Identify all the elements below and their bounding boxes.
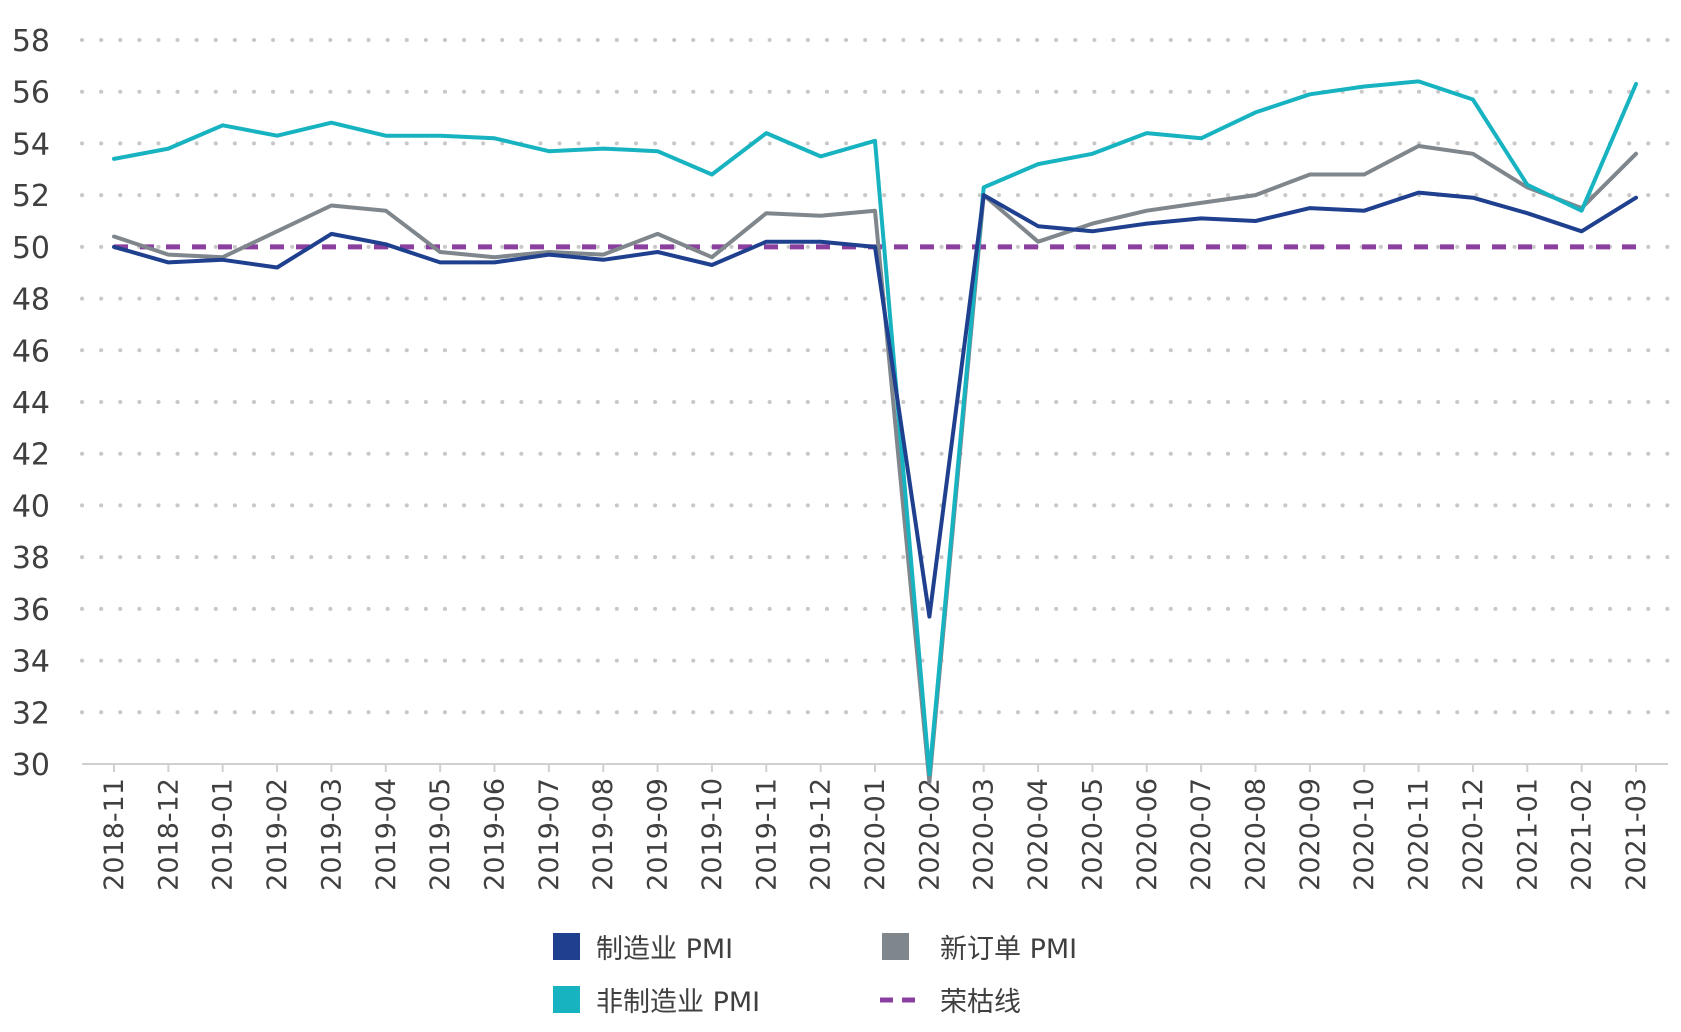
x-tick-label: 2020-03 — [969, 778, 1000, 891]
x-tick-label: 2020-05 — [1077, 778, 1108, 891]
series-line-1[interactable] — [112, 144, 1638, 785]
x-tick-label: 2021-01 — [1512, 778, 1543, 891]
y-tick-label: 32 — [12, 696, 50, 731]
x-tick-label: 2020-02 — [914, 778, 945, 891]
legend-label-new-orders: 新订单 PMI — [940, 934, 1077, 965]
x-tick-label: 2019-10 — [697, 778, 728, 891]
x-tick-label: 2020-12 — [1458, 778, 1489, 891]
legend-swatch-non-manufacturing — [553, 986, 580, 1013]
y-tick-label: 34 — [12, 645, 50, 680]
y-tick-label: 46 — [12, 334, 50, 369]
x-tick-label: 2019-07 — [534, 778, 565, 891]
x-tick-label: 2019-02 — [262, 778, 293, 891]
x-tick-label: 2020-07 — [1186, 778, 1217, 891]
x-tick-label: 2019-12 — [806, 778, 837, 891]
x-tick-label: 2019-05 — [425, 778, 456, 891]
y-tick-label: 40 — [12, 489, 50, 524]
x-tick-label: 2020-06 — [1132, 778, 1163, 891]
y-tick-label: 48 — [12, 283, 50, 318]
y-tick-label: 50 — [12, 231, 50, 266]
x-tick-label: 2019-01 — [208, 778, 239, 891]
legend-item-non-manufacturing[interactable]: 非制造业 PMI — [553, 986, 760, 1018]
x-tick-label: 2020-04 — [1023, 778, 1054, 891]
x-tick-label: 2021-02 — [1567, 778, 1598, 891]
y-tick-label: 44 — [12, 386, 50, 421]
x-tick-label: 2020-11 — [1404, 778, 1435, 891]
series-line-0[interactable] — [112, 190, 1638, 619]
y-tick-label: 58 — [12, 24, 50, 59]
x-tick-label: 2019-09 — [643, 778, 674, 891]
x-tick-label: 2020-09 — [1295, 778, 1326, 891]
legend-label-non-manufacturing: 非制造业 PMI — [596, 987, 760, 1018]
x-tick-label: 2019-06 — [480, 778, 511, 891]
legend-item-manufacturing[interactable]: 制造业 PMI — [553, 933, 733, 965]
x-tick-label: 2019-04 — [371, 778, 402, 891]
legend-label-manufacturing: 制造业 PMI — [596, 934, 733, 965]
legend-swatch-manufacturing — [553, 933, 580, 960]
legend-label-boom-bust: 荣枯线 — [940, 987, 1021, 1018]
y-tick-label: 54 — [12, 127, 50, 162]
y-tick-label: 36 — [12, 593, 50, 628]
x-tick-label: 2020-10 — [1349, 778, 1380, 891]
x-tick-label: 2018-12 — [153, 778, 184, 891]
x-tick-label: 2020-08 — [1241, 778, 1272, 891]
x-tick-label: 2019-03 — [316, 778, 347, 891]
y-tick-label: 38 — [12, 541, 50, 576]
legend-swatch-new-orders — [882, 933, 909, 960]
y-tick-label: 30 — [12, 748, 50, 783]
x-tick-label: 2018-11 — [99, 778, 130, 891]
legend-item-new-orders[interactable]: 新订单 PMI — [882, 933, 1077, 965]
axes: 30 32 34 36 38 40 42 44 46 48 50 52 54 56 58 2018-11 201… — [12, 24, 1668, 891]
x-tick-label: 2021-03 — [1621, 778, 1652, 891]
x-tick-label: 2019-11 — [751, 778, 782, 891]
legend-item-boom-bust[interactable]: 荣枯线 — [880, 987, 1021, 1018]
legend: 制造业 PMI 新订单 PMI 非制造业 PMI 荣枯线 — [553, 933, 1077, 1018]
x-tick-label: 2019-08 — [588, 778, 619, 891]
series-lines — [112, 79, 1638, 785]
y-tick-label: 52 — [12, 179, 50, 214]
y-tick-label: 56 — [12, 76, 50, 111]
y-tick-label: 42 — [12, 438, 50, 473]
x-tick-label: 2020-01 — [860, 778, 891, 891]
series-line-2[interactable] — [112, 79, 1638, 777]
